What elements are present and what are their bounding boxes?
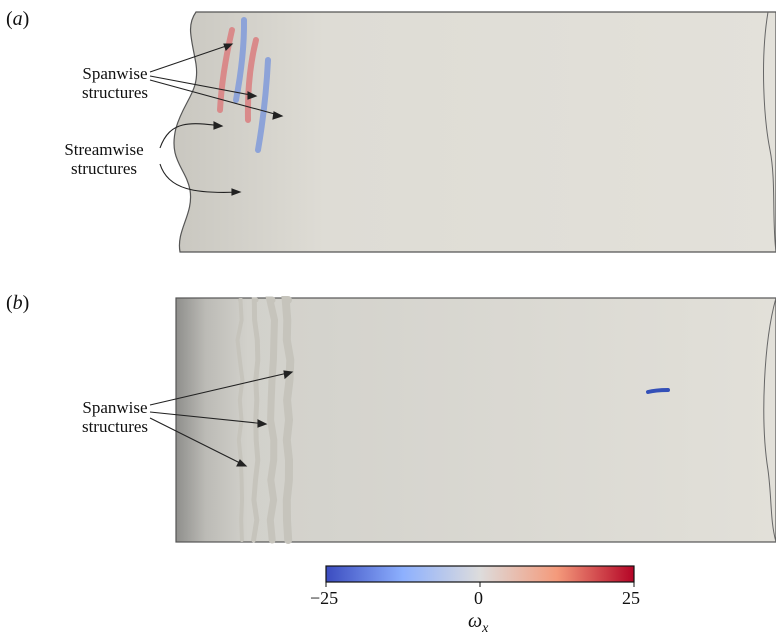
- colorbar-title: ωx: [468, 610, 489, 636]
- panel-a-arrows: [149, 43, 284, 196]
- vortex-tube: [244, 37, 259, 123]
- vortex-tube: [233, 17, 248, 103]
- panel-b-spanwise-annotation: Spanwise structures: [81, 398, 149, 436]
- panel-a-spanwise-annotation: Spanwise structures: [81, 64, 149, 102]
- panel-a-label: (a): [6, 8, 30, 30]
- vortex-tube: [255, 57, 271, 153]
- spanwise-tube: [265, 296, 279, 544]
- panel-b-arrows: [149, 370, 294, 467]
- panel-b-vortex-structures: [235, 296, 670, 544]
- panel-b-domain: [175, 297, 776, 543]
- panel-b-label: (b): [6, 292, 30, 314]
- panel-a-streamwise-annotation: Streamwise structures: [64, 140, 144, 178]
- panel-a-domain: [173, 11, 776, 253]
- vortex-tube: [646, 388, 670, 394]
- spanwise-tube: [235, 298, 245, 542]
- colorbar-max-label: 25: [622, 588, 640, 608]
- colorbar-mid-label: 0: [474, 588, 483, 608]
- spanwise-tube: [251, 297, 261, 543]
- colorbar: [325, 565, 635, 587]
- spanwise-tube: [281, 296, 295, 544]
- vortex-tube: [217, 27, 235, 113]
- panel-a-vortex-structures: [217, 17, 271, 153]
- colorbar-min-label: −25: [310, 588, 339, 608]
